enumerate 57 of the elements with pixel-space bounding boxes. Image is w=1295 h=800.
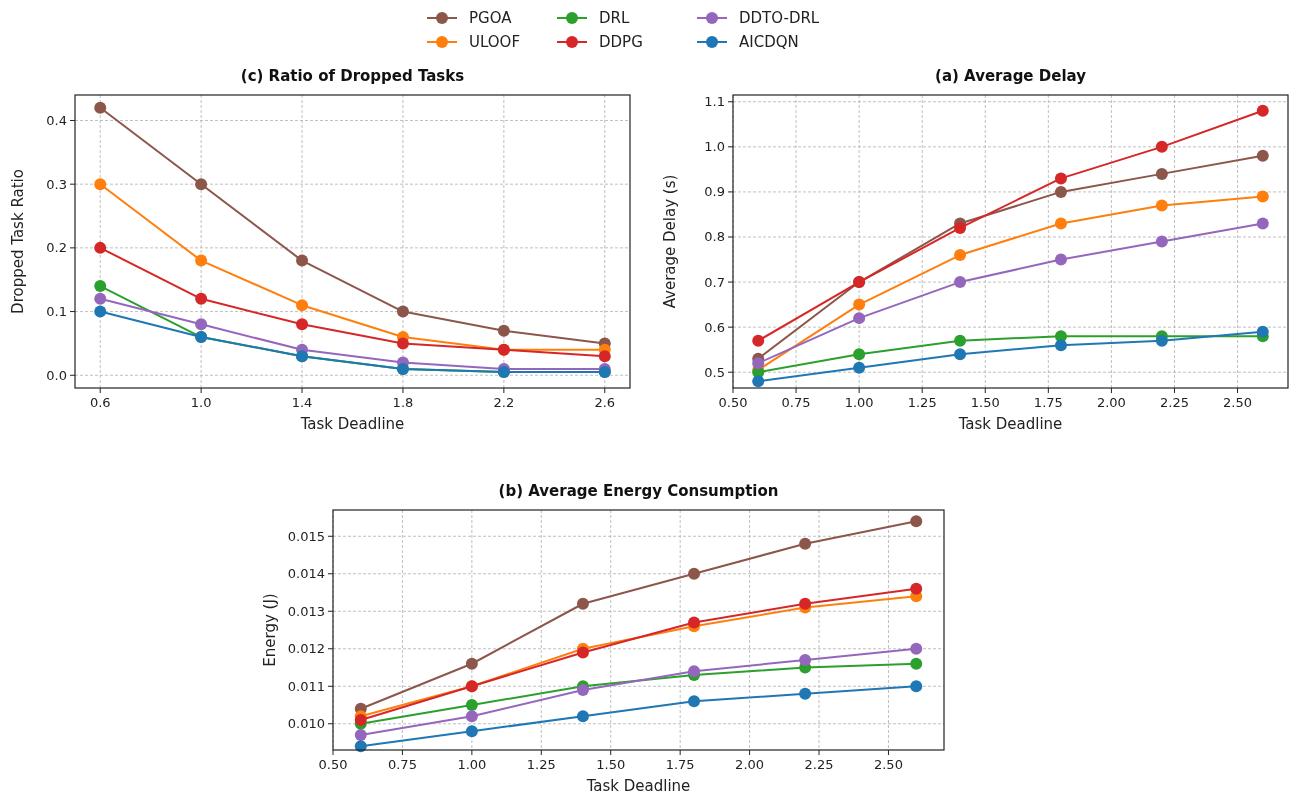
y-tick-label: 0.0 — [46, 367, 67, 383]
y-tick-label: 1.1 — [704, 94, 725, 110]
x-tick-label: 1.50 — [970, 395, 1000, 410]
x-axis-title: Task Deadline — [299, 415, 405, 433]
legend-label: PGOA — [469, 9, 513, 27]
x-tick-label: 1.0 — [190, 395, 212, 410]
y-axis-title: Average Delay (s) — [661, 174, 679, 309]
legend-label: DRL — [599, 9, 630, 27]
x-tick-label: 1.75 — [1033, 395, 1063, 410]
y-tick-label: 0.6 — [704, 319, 725, 335]
x-tick-label: 1.75 — [665, 757, 695, 772]
legend-label: ULOOF — [469, 33, 521, 51]
x-tick-label: 0.75 — [781, 395, 811, 410]
x-axis-title: Task Deadline — [957, 415, 1063, 433]
y-tick-label: 0.3 — [46, 176, 67, 192]
legend-label: DDTO-DRL — [739, 9, 820, 27]
x-tick-label: 2.25 — [804, 757, 834, 772]
y-axis-title: Energy (J) — [261, 593, 279, 667]
y-tick-label: 0.7 — [704, 274, 725, 290]
x-tick-label: 2.2 — [493, 395, 515, 410]
x-tick-label: 1.00 — [457, 757, 487, 772]
y-tick-label: 0.1 — [46, 304, 67, 320]
x-tick-label: 2.25 — [1160, 395, 1189, 410]
chart-title: (b) Average Energy Consumption — [498, 482, 779, 500]
x-tick-label: 1.8 — [392, 395, 414, 410]
x-tick-label: 2.00 — [1096, 395, 1126, 410]
y-tick-label: 0.2 — [46, 240, 67, 256]
y-tick-label: 0.4 — [46, 112, 67, 128]
x-tick-label: 2.50 — [1223, 395, 1253, 410]
y-tick-label: 0.8 — [704, 229, 725, 245]
x-tick-label: 2.6 — [594, 395, 616, 410]
x-tick-label: 0.50 — [318, 757, 348, 772]
x-tick-label: 1.00 — [844, 395, 874, 410]
x-tick-label: 2.00 — [735, 757, 765, 772]
y-tick-label: 1.0 — [704, 139, 725, 155]
x-tick-label: 1.25 — [526, 757, 556, 772]
x-tick-label: 0.75 — [387, 757, 417, 772]
y-tick-label: 0.015 — [287, 528, 325, 544]
x-tick-label: 1.25 — [907, 395, 937, 410]
y-tick-label: 0.014 — [287, 566, 325, 582]
x-tick-label: 0.6 — [89, 395, 111, 410]
legend-label: DDPG — [599, 33, 643, 51]
y-tick-label: 0.011 — [287, 678, 325, 694]
y-tick-label: 0.9 — [704, 184, 725, 200]
chart-title: (a) Average Delay — [935, 67, 1087, 85]
x-axis-title: Task Deadline — [585, 777, 691, 795]
y-tick-label: 0.012 — [287, 641, 325, 657]
x-tick-label: 1.4 — [291, 395, 313, 410]
chart-title: (c) Ratio of Dropped Tasks — [240, 67, 465, 85]
y-tick-label: 0.5 — [704, 364, 725, 380]
y-tick-label: 0.010 — [287, 716, 325, 732]
x-tick-label: 1.50 — [596, 757, 626, 772]
x-tick-label: 0.50 — [718, 395, 748, 410]
legend-label: AICDQN — [739, 33, 799, 51]
y-axis-title: Dropped Task Ratio — [9, 169, 27, 314]
y-tick-label: 0.013 — [287, 603, 325, 619]
x-tick-label: 2.50 — [873, 757, 903, 772]
